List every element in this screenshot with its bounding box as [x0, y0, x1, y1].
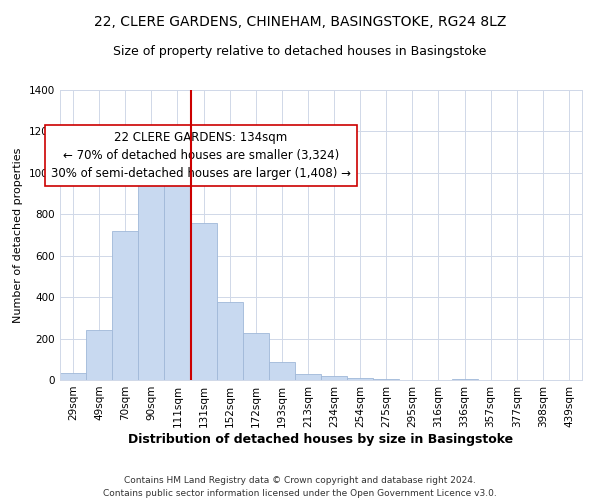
Bar: [86, 330, 112, 380]
Bar: [452, 379, 478, 380]
X-axis label: Distribution of detached houses by size in Basingstoke: Distribution of detached houses by size …: [128, 432, 514, 446]
Text: Contains HM Land Registry data © Crown copyright and database right 2024.
Contai: Contains HM Land Registry data © Crown c…: [103, 476, 497, 498]
Text: 22, CLERE GARDENS, CHINEHAM, BASINGSTOKE, RG24 8LZ: 22, CLERE GARDENS, CHINEHAM, BASINGSTOKE…: [94, 15, 506, 29]
Bar: [321, 376, 347, 380]
Text: 22 CLERE GARDENS: 134sqm
← 70% of detached houses are smaller (3,324)
30% of sem: 22 CLERE GARDENS: 134sqm ← 70% of detach…: [51, 130, 351, 180]
Bar: [295, 374, 321, 380]
Bar: [242, 333, 269, 380]
Y-axis label: Number of detached properties: Number of detached properties: [13, 148, 23, 322]
Bar: [347, 378, 373, 380]
Text: Size of property relative to detached houses in Basingstoke: Size of property relative to detached ho…: [113, 45, 487, 58]
Bar: [139, 152, 164, 380]
Bar: [269, 362, 295, 380]
Bar: [164, 148, 191, 380]
Bar: [191, 222, 217, 380]
Bar: [373, 379, 400, 380]
Bar: [112, 231, 139, 380]
Bar: [217, 302, 243, 380]
Bar: [60, 373, 86, 380]
